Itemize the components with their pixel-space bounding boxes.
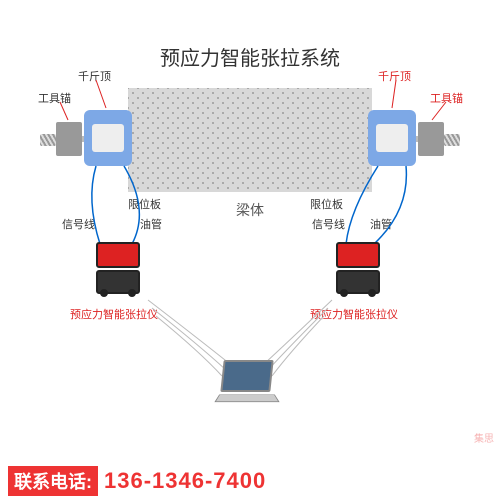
- contact-bar: 联系电话: 136-1346-7400: [0, 462, 500, 500]
- diagram-canvas: 预应力智能张拉系统 梁体 千斤顶 工具锚 限位板 信号线 油管 千斤顶 工具锚 …: [0, 0, 500, 500]
- contact-label: 联系电话:: [8, 466, 98, 496]
- watermark: 集思: [474, 430, 494, 445]
- leader-lines: [0, 0, 500, 500]
- contact-number: 136-1346-7400: [104, 468, 266, 494]
